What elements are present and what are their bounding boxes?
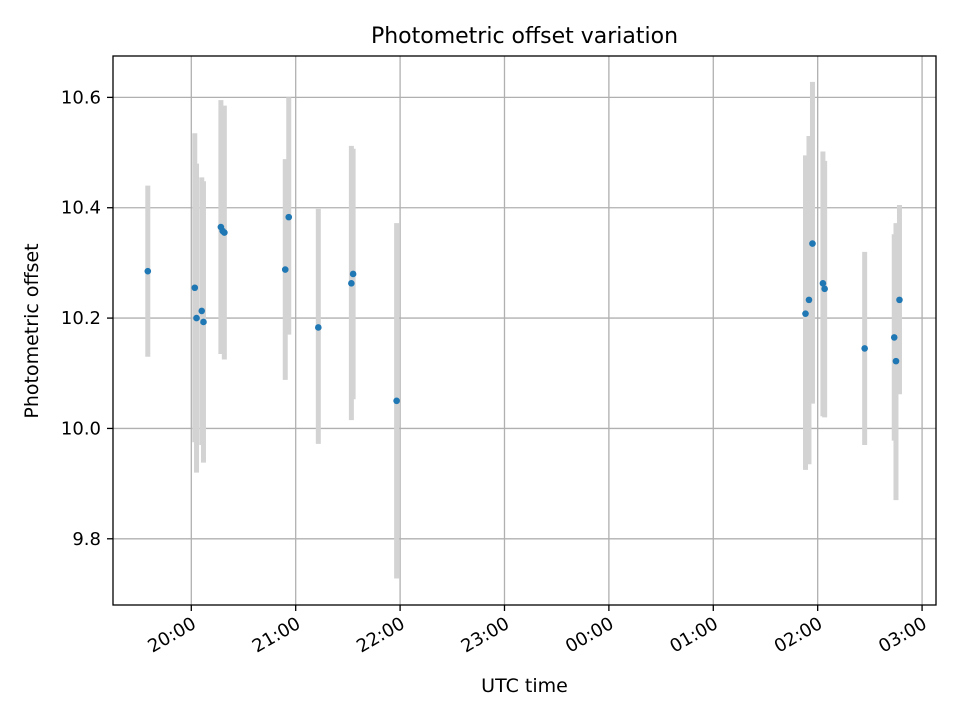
- data-points: [144, 213, 903, 405]
- x-axis-ticks: 20:00 21:00 22:00 23:00 00:00 01:00 02:00 03:00: [144, 605, 931, 657]
- y-tick-label: 10.6: [61, 87, 101, 108]
- data-point: [200, 318, 207, 326]
- data-point: [861, 345, 868, 352]
- data-point: [802, 310, 809, 317]
- data-point: [281, 266, 289, 273]
- chart-title: Photometric offset variation: [371, 24, 678, 49]
- data-point: [805, 296, 813, 304]
- x-tick-label: 21:00: [249, 613, 304, 657]
- data-point: [221, 229, 228, 236]
- data-point: [285, 213, 293, 221]
- x-tick-label: 23:00: [458, 613, 513, 657]
- x-tick-label: 20:00: [144, 613, 199, 657]
- y-tick-label: 10.4: [61, 198, 101, 219]
- x-tick-label: 00:00: [562, 613, 617, 657]
- y-axis-ticks: 9.8 10.0 10.2 10.4 10.6: [61, 87, 113, 550]
- data-point: [821, 285, 828, 293]
- y-tick-label: 9.8: [72, 529, 101, 550]
- data-point: [144, 267, 152, 275]
- x-tick-label: 22:00: [353, 613, 408, 657]
- data-point: [315, 324, 322, 331]
- data-point: [198, 307, 206, 315]
- data-point: [809, 240, 816, 247]
- data-point: [191, 284, 199, 292]
- data-point: [349, 270, 357, 278]
- x-tick-label: 01:00: [666, 613, 721, 657]
- grid-lines: [113, 56, 936, 605]
- data-point: [892, 357, 900, 365]
- plot-frame: [112, 55, 937, 606]
- data-point: [819, 280, 827, 287]
- y-tick-label: 10.2: [61, 308, 101, 329]
- error-bars: [145, 81, 902, 579]
- data-point: [193, 314, 200, 322]
- data-point: [890, 334, 898, 341]
- y-axis-label: Photometric offset: [21, 243, 43, 418]
- x-tick-label: 02:00: [771, 613, 826, 657]
- x-axis-label: UTC time: [481, 675, 568, 697]
- y-tick-label: 10.0: [61, 418, 101, 439]
- axes-frame: [112, 55, 937, 606]
- data-point: [896, 296, 903, 304]
- x-tick-label: 03:00: [875, 613, 930, 657]
- data-point: [348, 280, 355, 287]
- data-point: [393, 397, 400, 405]
